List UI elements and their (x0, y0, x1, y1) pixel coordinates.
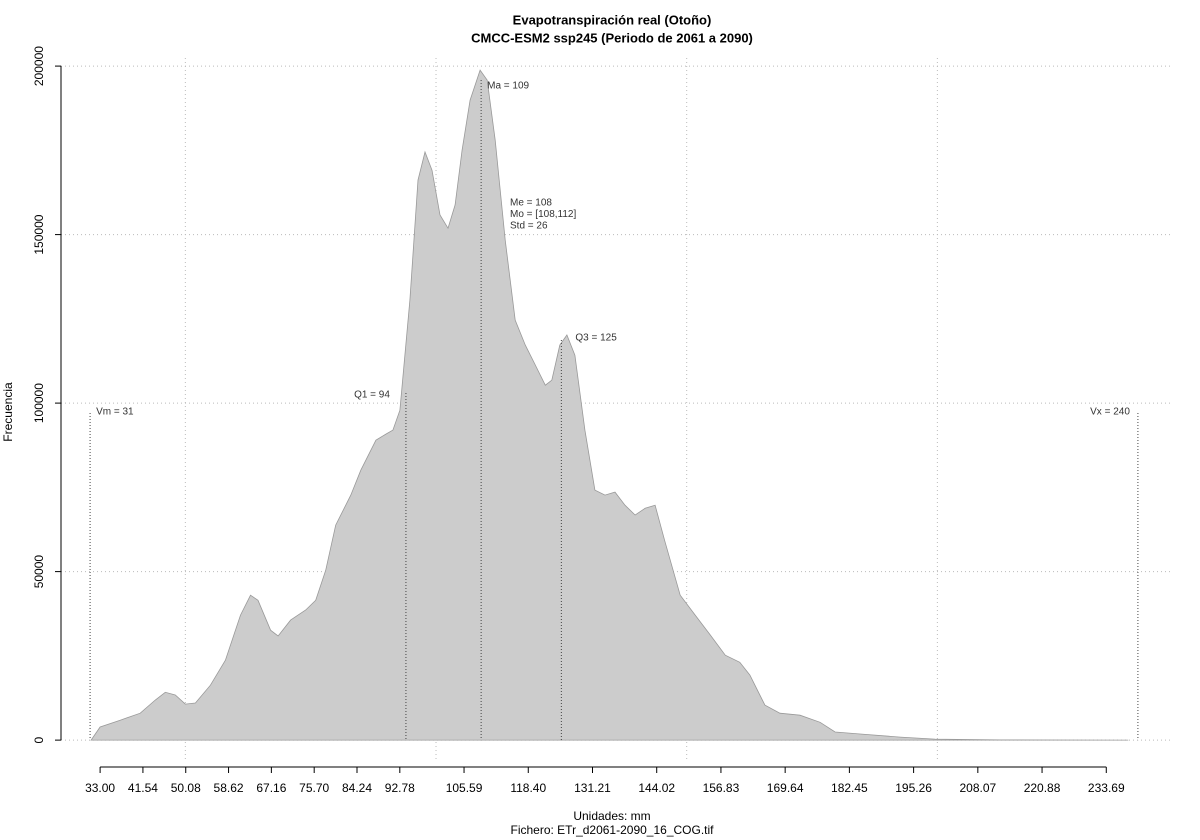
x-tick-label: 84.24 (342, 781, 372, 795)
x-tick-label: 182.45 (831, 781, 868, 795)
y-tick-label: 200000 (32, 46, 46, 86)
x-tick-label: 105.59 (446, 781, 483, 795)
x-tick-label: 58.62 (214, 781, 244, 795)
chart-title: Evapotranspiración real (Otoño) (513, 12, 712, 27)
y-axis-label: Frecuencia (1, 382, 15, 442)
marker-label: Ma = 109 (487, 81, 529, 92)
x-tick-label: 118.40 (510, 781, 546, 795)
x-axis-label: Unidades: mm (573, 809, 650, 823)
marker-label: Q3 = 125 (575, 333, 617, 344)
chart-subtitle: CMCC-ESM2 ssp245 (Periodo de 2061 a 2090… (471, 30, 753, 45)
stat-label: Me = 108 (510, 198, 552, 209)
x-tick-label: 92.78 (385, 781, 415, 795)
x-tick-label: 33.00 (85, 781, 115, 795)
x-tick-label: 233.69 (1088, 781, 1125, 795)
x-tick-label: 220.88 (1024, 781, 1061, 795)
y-tick-label: 0 (32, 736, 46, 743)
x-tick-label: 195.26 (895, 781, 932, 795)
stat-label: Mo = [108,112] (510, 209, 576, 220)
y-tick-label: 50000 (32, 555, 46, 589)
x-tick-label: 131.21 (574, 781, 611, 795)
stat-label: Std = 26 (510, 221, 548, 232)
marker-label: Vx = 240 (1090, 407, 1130, 418)
x-tick-label: 50.08 (171, 781, 201, 795)
x-tick-label: 144.02 (638, 781, 675, 795)
y-tick-label: 100000 (32, 383, 46, 423)
marker-label: Q1 = 94 (354, 390, 390, 401)
x-tick-label: 41.54 (128, 781, 158, 795)
x-tick-label: 208.07 (959, 781, 996, 795)
density-area (90, 69, 1129, 741)
marker-label: Vm = 31 (96, 407, 134, 418)
y-tick-label: 150000 (32, 214, 46, 254)
x-tick-label: 75.70 (299, 781, 329, 795)
x-tick-label: 67.16 (256, 781, 286, 795)
caption: Fichero: ETr_d2061-2090_16_COG.tif (511, 823, 715, 837)
x-tick-label: 169.64 (767, 781, 804, 795)
x-tick-label: 156.83 (703, 781, 740, 795)
